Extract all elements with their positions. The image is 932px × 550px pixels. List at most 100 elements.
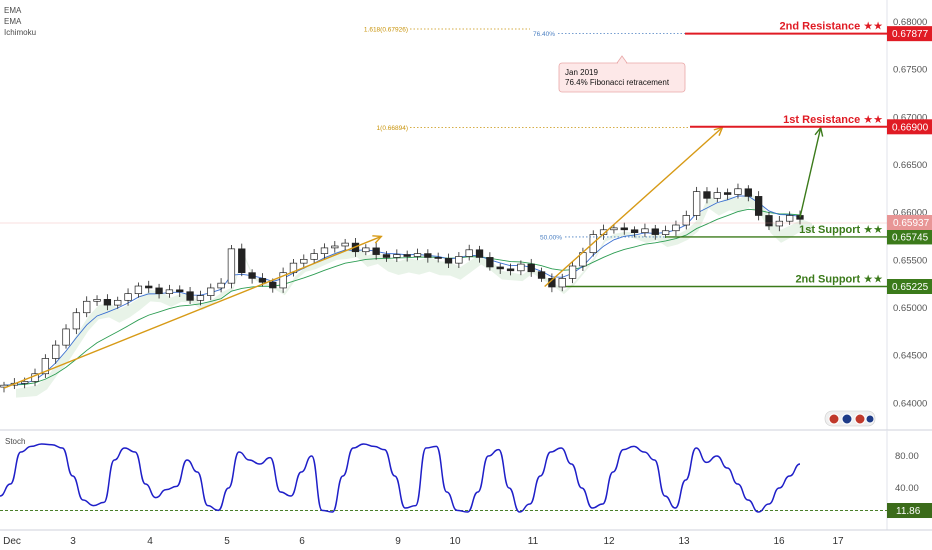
- stoch-axis: 80.00 40.00 11.86: [0, 451, 932, 519]
- price-tick-label: 0.64000: [893, 398, 927, 409]
- candle-body: [320, 247, 329, 254]
- fib-label: 76.40%: [533, 31, 555, 38]
- candle-body: [341, 242, 349, 247]
- candle-body: [527, 263, 535, 273]
- candle-body: [227, 248, 236, 284]
- candle-body: [434, 257, 442, 259]
- candle-body: [558, 278, 566, 288]
- current-price-tag: 0.65937: [0, 215, 932, 230]
- price-tick-label: 0.67500: [893, 65, 927, 76]
- level-price-label: 0.67877: [892, 29, 929, 40]
- time-axis: Dec 3 4 5 6 9 10 11 12 13 16 17: [3, 536, 844, 547]
- level-price-label: 0.65225: [892, 282, 929, 293]
- projection-arrow: [799, 127, 822, 218]
- level-price-label: 0.66900: [892, 122, 929, 133]
- time-tick-label: 6: [299, 536, 305, 547]
- stoch-series: [0, 443, 801, 513]
- candle-body: [248, 272, 256, 279]
- candle-body: [155, 287, 163, 295]
- level-price-label: 0.65745: [892, 232, 929, 243]
- stoch-label: Stoch: [5, 437, 25, 446]
- candle-body: [630, 229, 639, 233]
- candle-body: [52, 344, 60, 359]
- level-name: 1st Support ★★: [799, 224, 883, 236]
- candle-body: [692, 191, 701, 216]
- candle-body: [723, 192, 732, 195]
- candle-body: [196, 295, 205, 301]
- candle-body: [362, 247, 370, 253]
- candle-body: [124, 293, 132, 301]
- fibonacci-labels: 1.618(0.67926) 1(0.66894) 76.40% 50.00%: [364, 26, 688, 241]
- candle-body: [672, 224, 680, 232]
- stoch-tick-label: 40.00: [895, 483, 919, 494]
- fib-label: 50.00%: [540, 234, 562, 241]
- stoch-value-tag: [887, 503, 932, 519]
- candle-body: [207, 287, 215, 296]
- time-tick-label: 17: [832, 536, 844, 547]
- trend-arrow-up-1-head: [372, 235, 383, 244]
- candle-body: [641, 228, 649, 233]
- candle-body: [496, 266, 504, 270]
- annotation-line-2: 76.4% Fibonacci retracement: [565, 78, 670, 87]
- candle-body: [610, 227, 618, 231]
- current-price-label: 0.65937: [893, 218, 930, 229]
- candle-body: [186, 291, 194, 301]
- fibonacci-annotation[interactable]: Jan 2019 76.4% Fibonacci retracement: [558, 55, 686, 93]
- candle-body: [165, 289, 174, 295]
- candle-body: [331, 245, 339, 249]
- trend-arrows: [3, 126, 824, 389]
- time-tick-label: 16: [773, 536, 785, 547]
- candle-body: [300, 258, 308, 264]
- candle-body: [682, 215, 690, 226]
- trend-arrow-up-1: [3, 235, 382, 389]
- candle-body: [238, 248, 246, 274]
- candle-body: [744, 188, 752, 197]
- candle-body: [279, 272, 287, 289]
- stoch-line: [0, 443, 801, 513]
- time-tick-label: Dec: [3, 536, 21, 547]
- indicator-ema-2: EMA: [4, 17, 22, 26]
- price-tick-label: 0.68000: [893, 17, 927, 28]
- candle-body: [258, 278, 267, 283]
- time-tick-label: 10: [449, 536, 461, 547]
- candle-body: [382, 254, 391, 258]
- stoch-value-label: 11.86: [896, 506, 921, 517]
- candle-body: [786, 215, 794, 222]
- price-tick-label: 0.67000: [893, 112, 927, 123]
- candle-body: [413, 253, 422, 257]
- candle-body: [103, 299, 112, 306]
- candle-body: [134, 285, 143, 295]
- time-tick-label: 12: [603, 536, 615, 547]
- candle-body: [734, 188, 742, 195]
- annotation-line-1: Jan 2019: [565, 68, 598, 77]
- candle-body: [289, 262, 298, 274]
- candle-body: [41, 358, 50, 375]
- candle-body: [506, 268, 515, 272]
- candle-body: [83, 300, 91, 314]
- candle-body: [537, 271, 546, 279]
- price-tick-label: 0.66500: [893, 160, 927, 171]
- candle-body: [114, 299, 122, 306]
- indicator-ichimoku: Ichimoku: [4, 28, 36, 37]
- time-tick-label: 13: [678, 536, 690, 547]
- candle-body: [72, 312, 81, 330]
- candle-body: [651, 228, 659, 235]
- level-name: 1st Resistance ★★: [783, 114, 883, 126]
- candle-body: [568, 265, 577, 279]
- flag-icons[interactable]: [824, 410, 876, 427]
- candle-body: [393, 254, 401, 258]
- candlestick-series: [0, 183, 804, 393]
- price-pane: 0.68000 0.67500 0.67000 0.66500 0.66000 0.655…: [0, 0, 932, 431]
- trend-arrow-up-2: [544, 126, 723, 288]
- fib-label: 1(0.66894): [377, 125, 408, 132]
- candle-body: [372, 247, 380, 255]
- time-tick-label: 3: [70, 536, 76, 547]
- level-price-tag: [887, 119, 932, 135]
- fib-label: 1.618(0.67926): [364, 26, 408, 33]
- au-flag-icon: [865, 414, 875, 424]
- us-flag-icon: [854, 413, 866, 425]
- candle-body: [21, 381, 29, 384]
- time-tick-label: 4: [147, 536, 153, 547]
- candle-body: [444, 258, 453, 264]
